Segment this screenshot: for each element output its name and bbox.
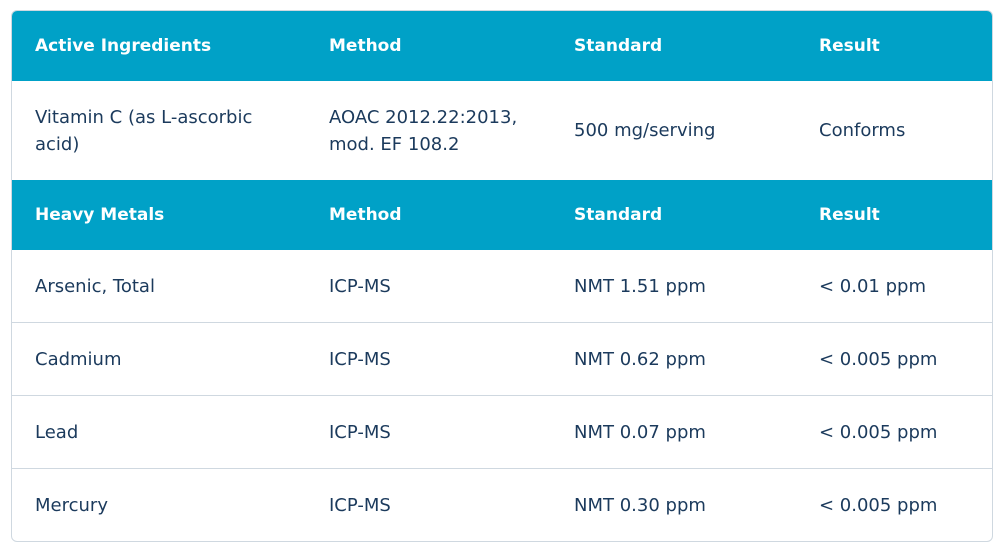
data-cell: ICP-MS	[329, 275, 391, 297]
data-cell: ICP-MS	[306, 468, 551, 541]
data-cell: Cadmium	[12, 322, 306, 396]
data-row: Vitamin C (as L-ascorbic acid) AOAC 2012.…	[12, 81, 992, 180]
header-cell: Standard	[551, 180, 796, 250]
data-cell: ICP-MS	[306, 322, 551, 396]
data-cell: NMT 0.30 ppm	[551, 468, 796, 541]
data-cell: Conforms	[819, 120, 906, 141]
data-row: Lead ICP-MS NMT 0.07 ppm < 0.005 ppm	[12, 395, 992, 469]
data-row: Arsenic, Total ICP-MS NMT 1.51 ppm < 0.01 p…	[12, 250, 992, 323]
results-table-container: Active Ingredients Method Standard Result Vi…	[11, 10, 993, 542]
data-cell: < 0.005 ppm	[796, 395, 992, 469]
header-cell: Active Ingredients	[12, 11, 306, 81]
data-cell: < 0.005 ppm	[796, 322, 992, 396]
header-row: Active Ingredients Method Standard Result	[12, 11, 992, 81]
data-cell: NMT 1.51 ppm	[574, 275, 706, 297]
header-cell: Heavy Metals	[12, 180, 306, 250]
header-cell: Result	[796, 180, 992, 250]
header-row: Heavy Metals Method Standard Result	[12, 180, 992, 250]
data-cell: 500 mg/serving	[574, 120, 716, 141]
data-cell: Lead	[12, 395, 306, 469]
data-cell: Arsenic, Total	[35, 275, 155, 297]
data-cell: Vitamin C (as L-ascorbic acid)	[35, 106, 253, 155]
data-row: Cadmium ICP-MS NMT 0.62 ppm < 0.005 ppm	[12, 322, 992, 396]
header-cell: Method	[306, 11, 551, 81]
header-cell: Standard	[551, 11, 796, 81]
data-cell: NMT 0.62 ppm	[551, 322, 796, 396]
header-cell: Method	[306, 180, 551, 250]
data-cell: AOAC 2012.22:2013, mod. EF 108.2	[329, 106, 518, 155]
data-cell: < 0.005 ppm	[796, 468, 992, 541]
data-cell: < 0.01 ppm	[819, 275, 926, 297]
results-table: Active Ingredients Method Standard Result Vi…	[12, 11, 992, 541]
data-cell: ICP-MS	[306, 395, 551, 469]
data-cell: Mercury	[12, 468, 306, 541]
data-cell: NMT 0.07 ppm	[551, 395, 796, 469]
header-cell: Result	[796, 11, 992, 81]
data-row: Mercury ICP-MS NMT 0.30 ppm < 0.005 ppm	[12, 468, 992, 541]
